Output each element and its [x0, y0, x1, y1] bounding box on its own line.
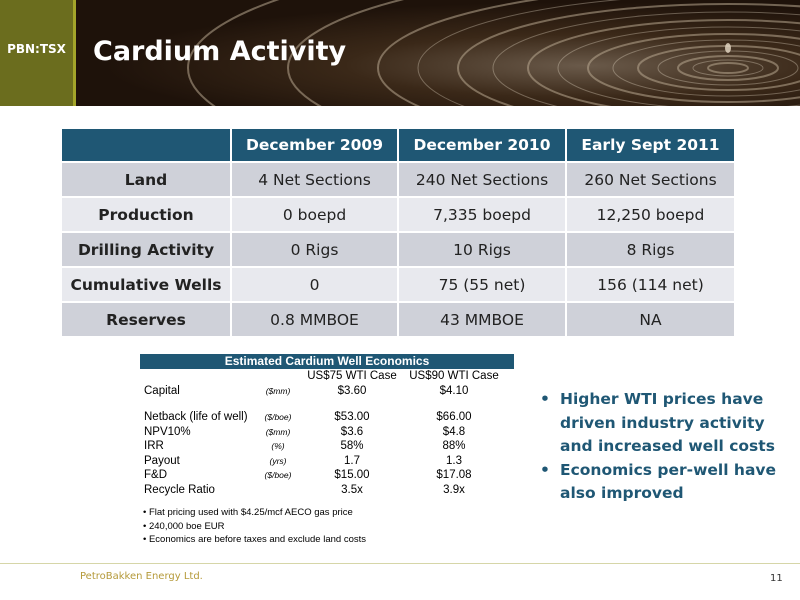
- list-item: • Economics per-well have also improved: [538, 459, 778, 506]
- case-75-header: US$75 WTI Case: [307, 370, 397, 382]
- economics-value-75: 3.5x: [341, 483, 363, 496]
- page-title: Cardium Activity: [93, 36, 347, 67]
- key-points-list: • Higher WTI prices have driven industry…: [538, 388, 778, 506]
- economics-unit: (yrs): [269, 455, 287, 466]
- column-header-dec-2010: December 2010: [397, 127, 567, 163]
- row-label: Reserves: [60, 301, 232, 338]
- table-cell: 156 (114 net): [565, 266, 736, 303]
- column-header-dec-2009: December 2009: [230, 127, 399, 163]
- table-cell: 0.8 MMBOE: [230, 301, 399, 338]
- economics-row: Recycle Ratio 3.5x 3.9x: [140, 483, 514, 498]
- table-cell: 7,335 boepd: [397, 196, 567, 233]
- economics-row: Capital ($mm) $3.60 $4.10: [140, 384, 514, 399]
- table-cell: 240 Net Sections: [397, 161, 567, 198]
- economics-value-90: $4.10: [439, 384, 469, 397]
- slide-header: PBN:TSX Cardium Activity: [0, 0, 800, 106]
- economics-row: IRR (%) 58% 88%: [140, 439, 514, 454]
- economics-label: Capital: [144, 384, 180, 397]
- note-item: • 240,000 boe EUR: [143, 520, 225, 532]
- table-cell: 0 boepd: [230, 196, 399, 233]
- table-row: Cumulative Wells 0 75 (55 net) 156 (114 …: [60, 266, 736, 303]
- economics-value-90: $17.08: [436, 469, 472, 481]
- footer-divider: [0, 563, 800, 564]
- bullet-text: Economics per-well have also improved: [560, 460, 777, 503]
- economics-row: Payout (yrs) 1.7 1.3: [140, 454, 514, 469]
- row-label: Cumulative Wells: [60, 266, 232, 303]
- economics-title: Estimated Cardium Well Economics: [140, 354, 514, 369]
- table-row: Production 0 boepd 7,335 boepd 12,250 bo…: [60, 196, 736, 233]
- economics-unit: ($/boe): [264, 412, 292, 422]
- economics-value-75: 58%: [340, 440, 364, 452]
- economics-value-75: $53.00: [334, 411, 370, 423]
- note-item: • Economics are before taxes and exclude…: [143, 534, 367, 545]
- column-header-sept-2011: Early Sept 2011: [565, 127, 736, 163]
- table-cell: 75 (55 net): [397, 266, 567, 303]
- economics-unit: ($mm): [265, 385, 291, 396]
- row-label: Drilling Activity: [60, 231, 232, 268]
- table-cell: 0: [230, 266, 399, 303]
- economics-value-90: 1.3: [446, 454, 462, 467]
- table-cell: 8 Rigs: [565, 231, 736, 268]
- bullet-text: Higher WTI prices have driven industry a…: [560, 390, 775, 455]
- ticker-label: PBN:TSX: [7, 42, 66, 56]
- table-row: Reserves 0.8 MMBOE 43 MMBOE NA: [60, 301, 736, 338]
- economics-unit: ($/boe): [264, 470, 292, 480]
- economics-value-75: $15.00: [334, 469, 370, 481]
- well-economics-box: Estimated Cardium Well Economics US$75 W…: [140, 354, 514, 547]
- economics-value-75: 1.7: [344, 454, 360, 467]
- economics-label: Netback (life of well): [144, 411, 248, 423]
- list-item: • Higher WTI prices have driven industry…: [538, 388, 778, 459]
- economics-unit: (%): [271, 441, 285, 451]
- water-ripple-image: [0, 0, 800, 106]
- row-label: Production: [60, 196, 232, 233]
- table-cell: 43 MMBOE: [397, 301, 567, 338]
- row-label: Land: [60, 161, 232, 198]
- note-text: 240,000 boe EUR: [148, 520, 225, 532]
- ticker-badge: PBN:TSX: [0, 0, 76, 106]
- economics-value-75: $3.60: [337, 384, 367, 397]
- note-text: Economics are before taxes and exclude l…: [148, 534, 367, 545]
- bullet-icon: •: [540, 390, 550, 408]
- economics-label: F&D: [144, 469, 167, 481]
- economics-row: NPV10% ($mm) $3.6 $4.8: [140, 425, 514, 440]
- case-90-header: US$90 WTI Case: [409, 370, 499, 382]
- economics-value-90: 3.9x: [443, 483, 465, 496]
- economics-unit: ($mm): [265, 426, 291, 437]
- economics-label: IRR: [144, 440, 164, 452]
- economics-notes: • Flat pricing used with $4.25/mcf AECO …: [140, 506, 514, 547]
- economics-value-90: 88%: [442, 440, 466, 452]
- note-item: • Flat pricing used with $4.25/mcf AECO …: [143, 507, 353, 518]
- table-header-row: December 2009 December 2010 Early Sept 2…: [60, 127, 736, 163]
- note-text: Flat pricing used with $4.25/mcf AECO ga…: [148, 507, 353, 518]
- table-cell: 260 Net Sections: [565, 161, 736, 198]
- column-header-blank: [60, 127, 232, 163]
- company-name: PetroBakken Energy Ltd.: [80, 571, 203, 582]
- economics-value-90: $66.00: [436, 411, 472, 423]
- bullet-icon: •: [540, 460, 550, 479]
- table-cell: NA: [565, 301, 736, 338]
- table-cell: 10 Rigs: [397, 231, 567, 268]
- economics-label: Recycle Ratio: [144, 483, 215, 496]
- economics-case-headers: US$75 WTI Case US$90 WTI Case: [140, 369, 514, 384]
- economics-label: NPV10%: [144, 425, 191, 438]
- table-cell: 4 Net Sections: [230, 161, 399, 198]
- page-number: 11: [770, 573, 783, 584]
- table-cell: 12,250 boepd: [565, 196, 736, 233]
- table-cell: 0 Rigs: [230, 231, 399, 268]
- economics-value-90: $4.8: [442, 425, 466, 438]
- economics-label: Payout: [144, 454, 180, 467]
- table-row: Land 4 Net Sections 240 Net Sections 260…: [60, 161, 736, 198]
- economics-row: Netback (life of well) ($/boe) $53.00 $6…: [140, 410, 514, 425]
- economics-spacer: [140, 398, 514, 410]
- cardium-activity-table: December 2009 December 2010 Early Sept 2…: [60, 127, 736, 338]
- economics-value-75: $3.6: [340, 425, 364, 438]
- table-row: Drilling Activity 0 Rigs 10 Rigs 8 Rigs: [60, 231, 736, 268]
- economics-row: F&D ($/boe) $15.00 $17.08: [140, 468, 514, 483]
